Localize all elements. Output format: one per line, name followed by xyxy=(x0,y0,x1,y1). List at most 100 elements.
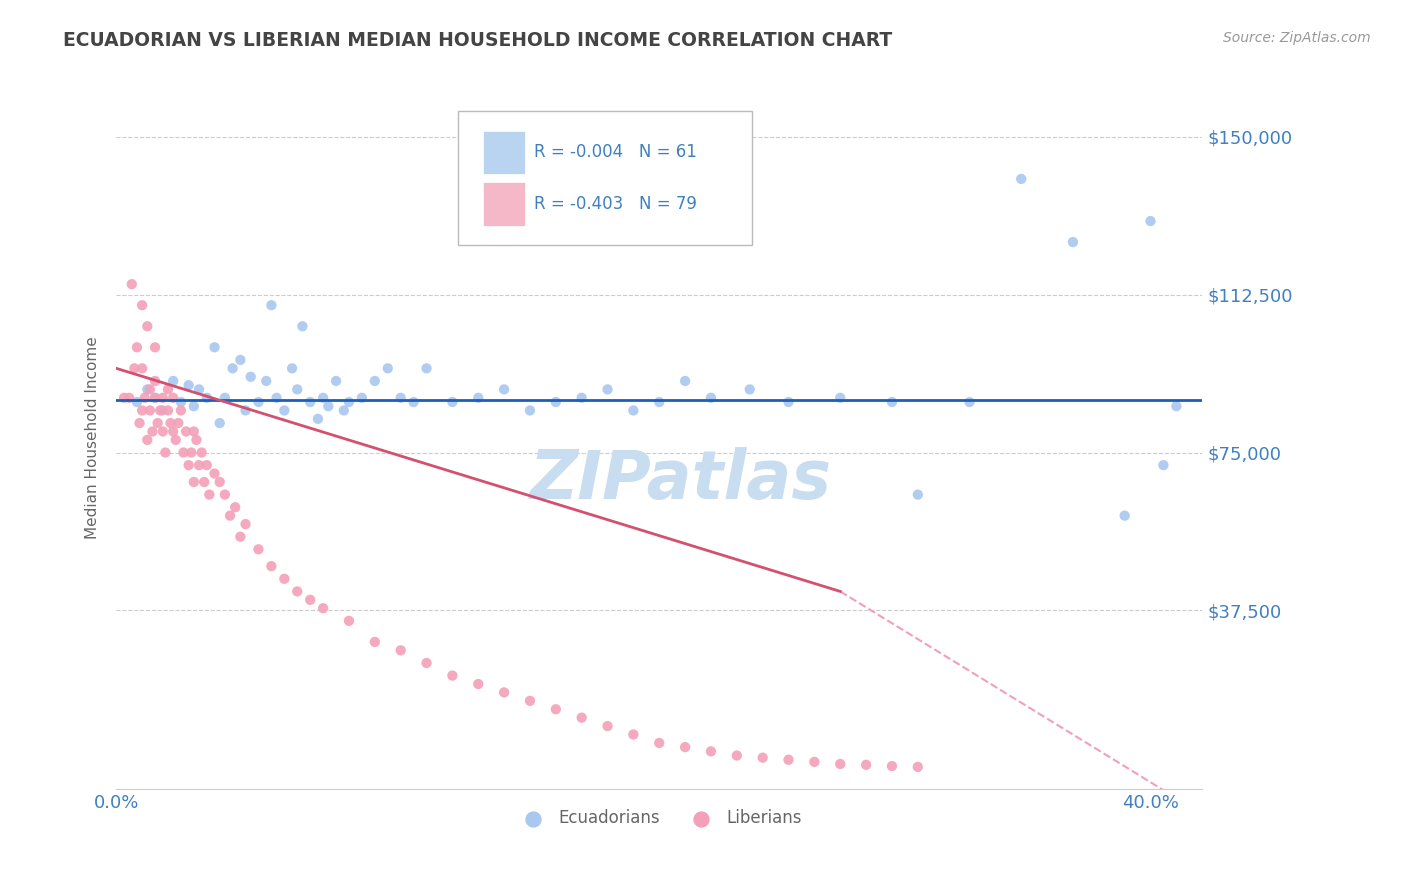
Point xyxy=(162,425,184,439)
Point xyxy=(125,395,148,409)
Point xyxy=(402,395,425,409)
Point xyxy=(751,750,773,764)
Point xyxy=(621,727,644,741)
Point xyxy=(880,395,903,409)
Point xyxy=(219,508,242,523)
Point xyxy=(907,487,929,501)
Point xyxy=(285,584,308,599)
Point xyxy=(180,445,202,459)
Point xyxy=(312,601,335,615)
Point xyxy=(1062,235,1084,249)
Point xyxy=(281,361,304,376)
Point xyxy=(214,487,236,501)
Point xyxy=(621,403,644,417)
Point xyxy=(156,383,179,397)
Point xyxy=(235,517,257,532)
Text: R = -0.004   N = 61: R = -0.004 N = 61 xyxy=(534,144,697,161)
Point xyxy=(316,399,339,413)
Point xyxy=(247,542,270,557)
Point xyxy=(700,391,723,405)
Text: R = -0.403   N = 79: R = -0.403 N = 79 xyxy=(534,194,697,212)
Point xyxy=(291,319,314,334)
Point xyxy=(143,340,166,354)
Point xyxy=(193,475,215,489)
Point xyxy=(725,748,748,763)
Point xyxy=(208,416,231,430)
Point xyxy=(229,353,252,368)
Point xyxy=(146,416,169,430)
Point xyxy=(177,458,200,472)
Point xyxy=(183,425,205,439)
Point xyxy=(155,445,177,459)
Point xyxy=(333,403,356,417)
Point xyxy=(325,374,347,388)
Point xyxy=(364,374,387,388)
Point xyxy=(239,369,262,384)
Point xyxy=(312,391,335,405)
Point xyxy=(389,391,412,405)
Point xyxy=(571,391,593,405)
Point xyxy=(1114,508,1136,523)
Point xyxy=(162,374,184,388)
Point xyxy=(803,755,825,769)
Point xyxy=(149,403,172,417)
Point xyxy=(337,614,360,628)
Point xyxy=(738,383,761,397)
Text: ECUADORIAN VS LIBERIAN MEDIAN HOUSEHOLD INCOME CORRELATION CHART: ECUADORIAN VS LIBERIAN MEDIAN HOUSEHOLD … xyxy=(63,31,893,50)
Point xyxy=(152,425,174,439)
Point xyxy=(121,277,143,292)
Point xyxy=(299,592,322,607)
Point xyxy=(195,458,218,472)
Point xyxy=(165,433,187,447)
Point xyxy=(136,319,159,334)
Bar xyxy=(484,130,524,174)
Point xyxy=(183,475,205,489)
Point xyxy=(648,736,671,750)
Point xyxy=(648,395,671,409)
Point xyxy=(260,298,283,312)
Point xyxy=(441,395,464,409)
Point xyxy=(118,391,141,405)
Point xyxy=(195,391,218,405)
Point xyxy=(136,383,159,397)
Point xyxy=(254,374,277,388)
Point xyxy=(571,711,593,725)
Point xyxy=(441,668,464,682)
Point xyxy=(778,753,800,767)
Point xyxy=(143,374,166,388)
Point xyxy=(131,403,153,417)
Text: ZIPatlas: ZIPatlas xyxy=(530,447,832,513)
Point xyxy=(907,760,929,774)
Point xyxy=(152,403,174,417)
Bar xyxy=(484,182,524,226)
Point xyxy=(188,383,211,397)
Point xyxy=(855,757,877,772)
Point xyxy=(208,475,231,489)
Point xyxy=(170,395,193,409)
Point xyxy=(183,399,205,413)
Point xyxy=(1139,214,1161,228)
Point xyxy=(131,361,153,376)
Point xyxy=(221,361,243,376)
Point xyxy=(544,395,567,409)
Point xyxy=(159,416,181,430)
Point xyxy=(544,702,567,716)
Point xyxy=(143,391,166,405)
Legend: Ecuadorians, Liberians: Ecuadorians, Liberians xyxy=(510,802,808,834)
Point xyxy=(229,530,252,544)
Point xyxy=(174,425,197,439)
Point xyxy=(266,391,288,405)
Point xyxy=(880,759,903,773)
Point xyxy=(350,391,373,405)
Point xyxy=(830,756,852,771)
Point xyxy=(494,383,516,397)
Point xyxy=(124,361,146,376)
Point xyxy=(1152,458,1174,472)
Point xyxy=(415,361,437,376)
Point xyxy=(198,487,221,501)
Point xyxy=(112,391,135,405)
Point xyxy=(143,391,166,405)
Point xyxy=(673,374,696,388)
Point xyxy=(235,403,257,417)
Point xyxy=(519,694,541,708)
